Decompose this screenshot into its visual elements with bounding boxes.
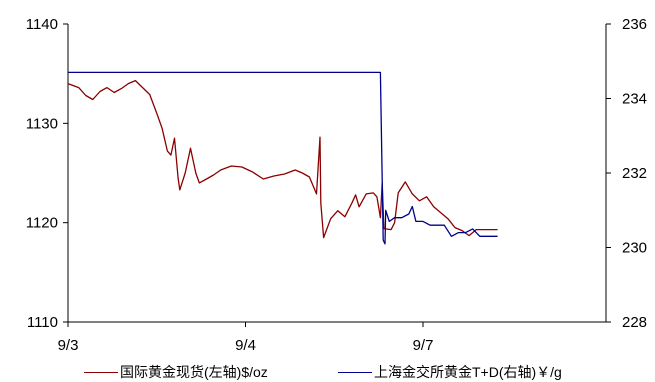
left-tick-label: 1140: [26, 16, 58, 33]
legend-label-spot-gold: 国际黄金现货(左轴)$/oz: [120, 362, 268, 382]
x-tick-label: 9/7: [413, 337, 434, 354]
legend-item-spot-gold: 国际黄金现货(左轴)$/oz: [84, 362, 268, 382]
series-line-sge-gold: [68, 72, 498, 243]
right-tick-label: 232: [622, 165, 647, 182]
x-tick-label: 9/4: [235, 337, 256, 354]
right-tick-label: 230: [622, 240, 647, 257]
legend-item-sge-gold: 上海金交所黄金T+D(右轴)￥/g: [338, 362, 562, 382]
series-line-spot-gold: [68, 81, 498, 238]
legend-label-sge-gold: 上海金交所黄金T+D(右轴)￥/g: [374, 362, 562, 382]
right-tick-label: 234: [622, 91, 647, 108]
legend-swatch-sge-gold: [338, 372, 372, 373]
right-tick-label: 228: [622, 314, 647, 331]
left-tick-label: 1130: [26, 115, 58, 132]
left-tick-label: 1120: [26, 215, 58, 232]
legend-swatch-spot-gold: [84, 372, 118, 373]
right-tick-label: 236: [622, 16, 647, 33]
x-tick-label: 9/3: [58, 337, 79, 354]
legend: 国际黄金现货(左轴)$/oz 上海金交所黄金T+D(右轴)￥/g: [0, 362, 655, 381]
left-tick-label: 1110: [27, 314, 58, 331]
